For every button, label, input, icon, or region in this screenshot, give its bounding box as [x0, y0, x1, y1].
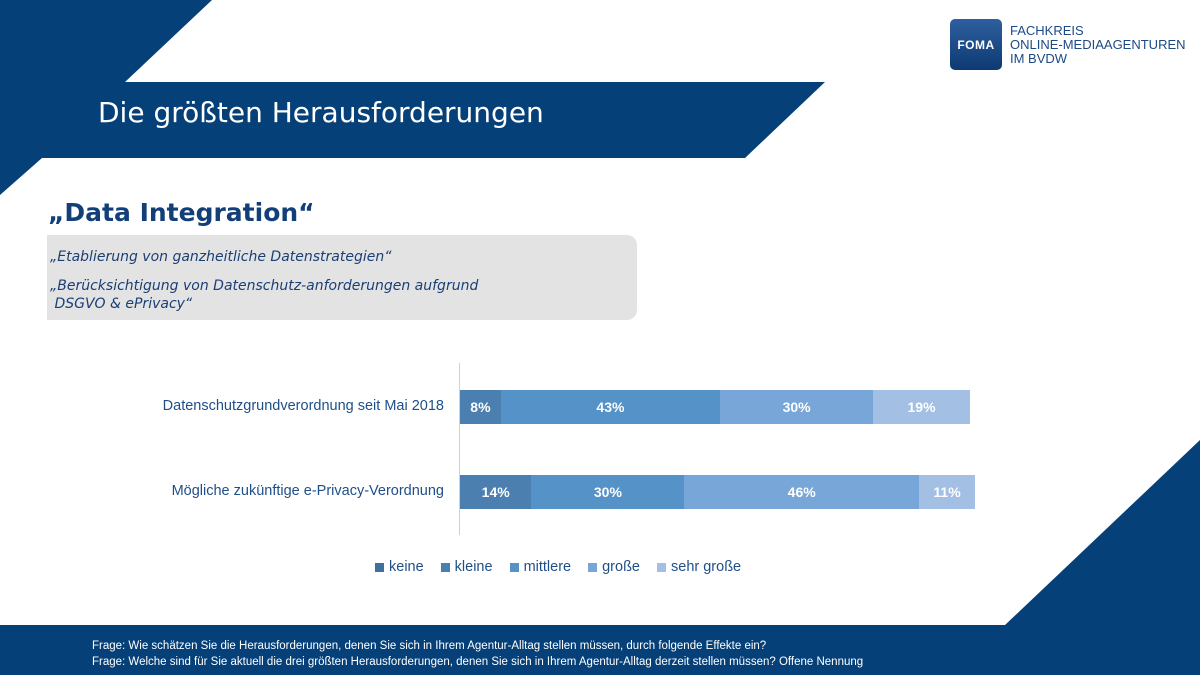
legend-swatch: [440, 562, 450, 572]
data-label: 30%: [782, 399, 811, 415]
category-label: Datenschutzgrundverordnung seit Mai 2018: [162, 398, 444, 414]
bar-segment: 30%: [531, 475, 685, 509]
bar-segment: 8%: [460, 390, 501, 424]
data-label: 14%: [481, 484, 510, 500]
quote-1: „Etablierung von ganzheitliche Datenstra…: [50, 249, 392, 265]
data-label: 43%: [596, 399, 625, 415]
legend-swatch: [657, 562, 666, 572]
data-label: 46%: [787, 484, 816, 500]
bar-segment: 30%: [720, 390, 874, 424]
chart-legend: keine kleine mittlere große sehr große: [375, 559, 741, 575]
logo-line: ONLINE-MEDIAAGENTUREN: [1010, 37, 1186, 52]
header-banner: [0, 0, 825, 195]
section-heading: „Data Integration“: [48, 198, 315, 227]
quote-2-cont: DSGVO & ePrivacy“: [50, 296, 193, 312]
legend-label: kleine: [454, 559, 493, 575]
legend-label: sehr große: [671, 559, 742, 575]
data-label: 8%: [470, 399, 491, 415]
legend-item: große: [588, 559, 640, 575]
bar-segment: 43%: [500, 390, 721, 424]
legend-item: keine: [375, 559, 424, 575]
foma-logo: FOMA: [950, 19, 1002, 70]
footer: Frage: Wie schätzen Sie die Herausforder…: [0, 625, 1200, 675]
bar-segment: 11%: [919, 475, 976, 509]
quote-box: „Etablierung von ganzheitliche Datenstra…: [47, 235, 637, 320]
quote-2: „Berücksichtigung von Datenschutz-anford…: [50, 278, 479, 294]
legend-label: mittlere: [523, 559, 572, 575]
footnote: Frage: Welche sind für Sie aktuell die d…: [92, 656, 864, 668]
footnote: Frage: Wie schätzen Sie die Herausforder…: [92, 640, 767, 652]
corner-triangle: [1005, 440, 1200, 625]
category-label: Mögliche zukünftige e-Privacy-Verordnung: [171, 483, 444, 499]
legend-item: kleine: [440, 559, 493, 575]
legend-swatch: [509, 562, 519, 572]
data-label: 19%: [907, 399, 936, 415]
bar-segment: 19%: [873, 390, 970, 424]
legend-swatch: [375, 562, 384, 572]
data-label: 11%: [933, 484, 961, 500]
legend-label: große: [602, 559, 640, 575]
bar-segment: 46%: [684, 475, 919, 509]
legend-item: sehr große: [657, 559, 741, 575]
data-label: 30%: [593, 484, 622, 500]
logo-line: IM BVDW: [1010, 51, 1068, 66]
chart-axis: [459, 363, 460, 535]
page-title: Die größten Herausforderungen: [98, 96, 544, 129]
legend-swatch: [588, 562, 598, 572]
legend-item: mittlere: [509, 559, 572, 575]
logo-line: FACHKREIS: [1010, 23, 1084, 38]
logo-text: FACHKREIS ONLINE-MEDIAAGENTUREN IM BVDW: [1010, 24, 1186, 66]
legend-label: keine: [389, 559, 424, 575]
bar-segment: 14%: [460, 475, 532, 509]
